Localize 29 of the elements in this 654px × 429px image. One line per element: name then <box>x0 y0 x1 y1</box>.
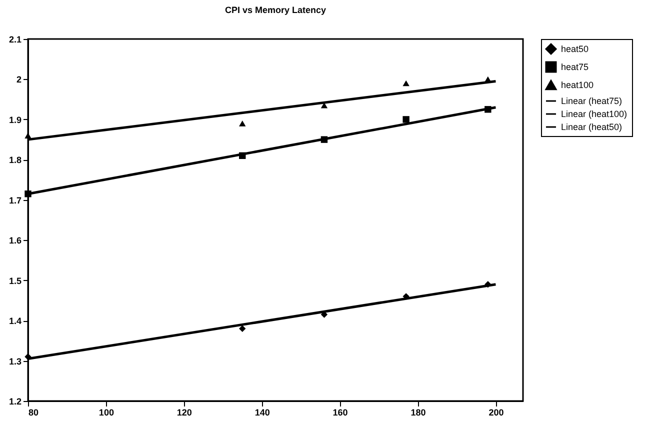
legend-label: Linear (heat50) <box>561 122 622 132</box>
y-tick-label: 1.8 <box>8 155 22 166</box>
y-tick-label: 2.1 <box>8 34 22 44</box>
y-tick-label: 1.7 <box>8 195 22 206</box>
y-tick-label: 1.4 <box>8 316 22 326</box>
y-tick-label: 1.2 <box>8 396 22 406</box>
x-tick-label: 120 <box>176 408 192 418</box>
x-tick-label: 100 <box>98 408 114 418</box>
point <box>239 325 246 332</box>
y-tick-label: 1.5 <box>8 276 22 286</box>
y-tick-label: 1.6 <box>8 236 22 246</box>
point <box>24 132 32 138</box>
y-tick-label: 2 <box>16 74 22 85</box>
x-tick-label: 180 <box>410 408 426 418</box>
legend-label: Linear (heat100) <box>561 109 628 119</box>
point <box>402 80 410 86</box>
chart-title: CPI vs Memory Latency <box>224 5 326 15</box>
x-tick-label: 200 <box>488 408 504 418</box>
legend-label: heat100 <box>561 80 594 90</box>
point <box>402 116 410 123</box>
x-tick-label: 160 <box>332 408 348 418</box>
legend-label: Linear (heat75) <box>561 96 622 106</box>
point <box>239 120 246 126</box>
y-tick-label: 1.3 <box>8 356 22 366</box>
legend-label: heat75 <box>561 62 589 72</box>
x-tick-label: 80 <box>28 408 39 418</box>
legend-label: heat50 <box>561 44 589 54</box>
y-tick-label: 1.9 <box>8 114 22 125</box>
x-tick-label: 140 <box>254 408 270 418</box>
